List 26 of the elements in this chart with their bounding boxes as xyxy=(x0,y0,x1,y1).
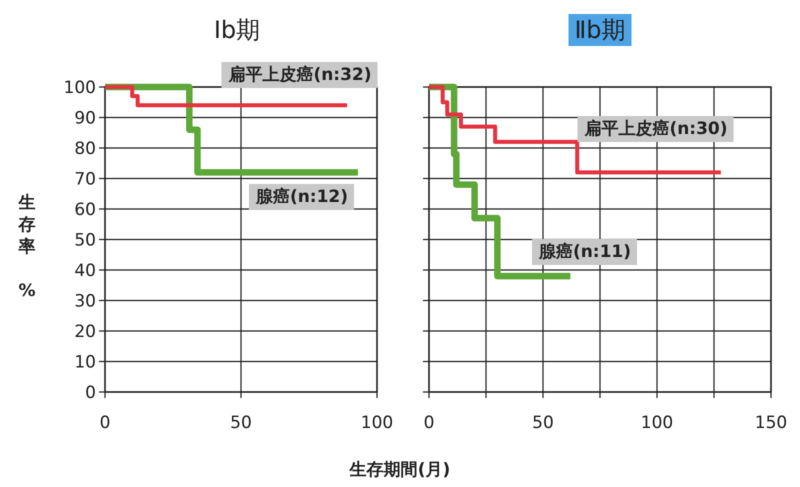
series-label: 腺癌(n:11) xyxy=(538,242,632,262)
y-tick-label: 70 xyxy=(74,170,96,190)
y-tick-label: 100 xyxy=(64,78,96,98)
x-axis-title: 生存期間(月) xyxy=(348,460,450,480)
series-label: 扁平上皮癌(n:30) xyxy=(583,119,728,139)
y-tick-label: 60 xyxy=(74,200,96,220)
y-tick-label: 40 xyxy=(74,261,96,281)
x-tick-label: 150 xyxy=(754,413,788,433)
x-tick-label: 50 xyxy=(230,413,252,433)
chart-title: Ⅱb期 xyxy=(574,16,626,44)
y-tick-label: 90 xyxy=(74,108,96,128)
x-tick-label: 100 xyxy=(640,413,674,433)
x-tick-label: 100 xyxy=(360,413,394,433)
series-label: 扁平上皮癌(n:32) xyxy=(227,65,372,85)
text: 生存率 % xyxy=(18,193,36,301)
y-tick-label: 10 xyxy=(74,352,96,372)
x-tick-label: 0 xyxy=(100,413,110,433)
x-tick-label: 0 xyxy=(424,413,434,433)
y-tick-label: 50 xyxy=(74,230,96,250)
y-tick-label: 0 xyxy=(85,383,96,403)
y-tick-label: 20 xyxy=(74,322,96,342)
chart-title: Ⅰb期 xyxy=(214,16,260,44)
series-label: 腺癌(n:12) xyxy=(254,187,348,207)
y-tick-label: 30 xyxy=(74,292,96,312)
x-tick-label: 50 xyxy=(532,413,554,433)
y-tick-label: 80 xyxy=(74,139,96,159)
